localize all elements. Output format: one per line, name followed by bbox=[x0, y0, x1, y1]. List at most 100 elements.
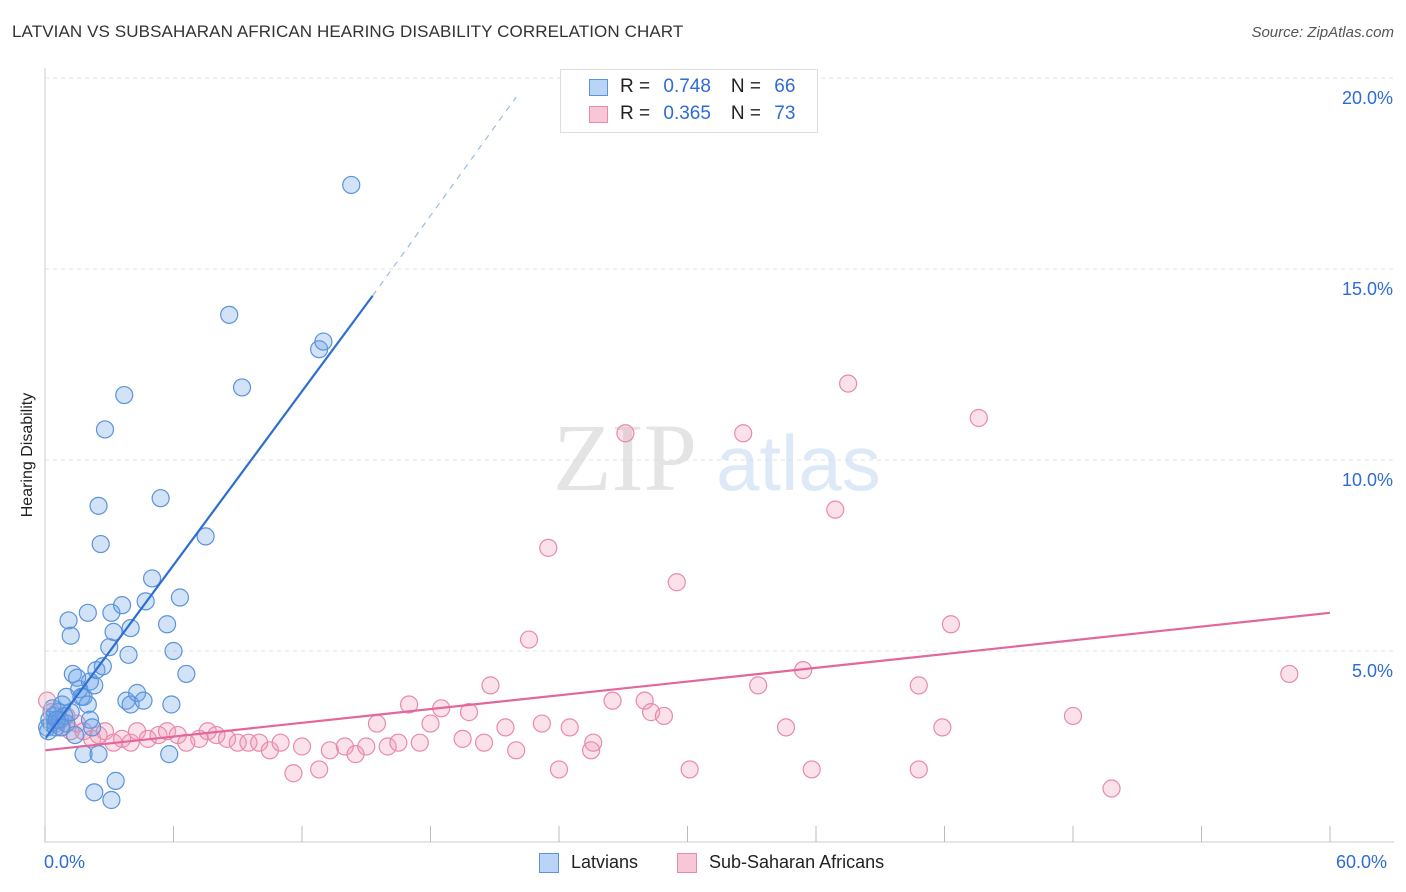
sub-saharan-point bbox=[481, 676, 500, 695]
sub-saharan-point bbox=[496, 718, 515, 737]
legend: Latvians Sub-Saharan Africans bbox=[0, 852, 1406, 876]
sub-saharan-point bbox=[389, 733, 408, 752]
latvian-point bbox=[93, 657, 112, 676]
latvian-trend-line bbox=[44, 295, 374, 740]
latvian-point bbox=[91, 534, 110, 554]
sub-saharan-point bbox=[157, 722, 177, 741]
latvian-point bbox=[43, 699, 62, 718]
sub-saharan-point bbox=[320, 741, 339, 760]
latvian-point bbox=[104, 622, 123, 642]
watermark-zip: ZIP bbox=[553, 404, 697, 511]
legend-swatch-pink bbox=[677, 852, 697, 873]
sub-saharan-trend-line bbox=[44, 611, 1331, 752]
latvian-point bbox=[121, 618, 140, 638]
r-label: R = bbox=[620, 103, 656, 124]
sub-saharan-point bbox=[378, 737, 397, 756]
axis-layer bbox=[44, 68, 1394, 843]
latvian-point bbox=[142, 569, 162, 588]
sub-saharan-point bbox=[749, 676, 768, 695]
sub-saharan-swatch bbox=[589, 105, 608, 123]
latvian-point bbox=[164, 641, 183, 661]
sub-saharan-point bbox=[654, 706, 674, 726]
latvian-point bbox=[89, 745, 108, 764]
latvian-point bbox=[78, 695, 97, 714]
sub-saharan-point bbox=[474, 733, 494, 752]
series-sub-saharan-africans bbox=[38, 374, 1299, 798]
y-tick-label: 15.0% bbox=[1342, 279, 1393, 299]
watermark: ZIP atlas bbox=[553, 404, 881, 511]
latvian-point bbox=[134, 691, 153, 710]
grid-layer: 5.0% 10.0% 15.0% 20.0% bbox=[45, 77, 1394, 681]
latvian-point bbox=[170, 588, 190, 607]
x-tick-label-min: 0.0% bbox=[44, 852, 86, 872]
sub-saharan-point bbox=[410, 733, 429, 752]
series-latvians bbox=[38, 175, 361, 810]
sub-saharan-point bbox=[532, 714, 551, 733]
stats-row-latvians: R = 0.748 N = 66 bbox=[561, 74, 795, 100]
sub-saharan-point bbox=[292, 737, 312, 756]
latvian-point bbox=[102, 790, 121, 810]
sub-saharan-point bbox=[519, 630, 539, 649]
sub-saharan-point bbox=[1102, 779, 1121, 798]
sub-saharan-point bbox=[826, 500, 845, 519]
sub-saharan-point bbox=[839, 374, 858, 393]
legend-label: Latvians bbox=[571, 852, 639, 872]
legend-item-latvians[interactable]: Latvians bbox=[539, 852, 638, 873]
latvian-point bbox=[157, 615, 177, 634]
sub-saharan-point bbox=[1280, 664, 1299, 684]
sub-saharan-point bbox=[459, 703, 479, 722]
sub-saharan-point bbox=[584, 733, 603, 752]
sub-saharan-point bbox=[667, 573, 686, 592]
sub-saharan-point bbox=[969, 408, 988, 428]
sub-saharan-point bbox=[239, 733, 258, 752]
latvian-point bbox=[61, 626, 80, 645]
sub-saharan-point bbox=[635, 691, 654, 710]
sub-saharan-point bbox=[734, 424, 753, 443]
legend-swatch-blue bbox=[539, 852, 559, 873]
sub-saharan-point bbox=[909, 760, 928, 779]
trend-lines bbox=[44, 96, 1331, 752]
latvian-point bbox=[106, 771, 125, 790]
latvian-point bbox=[177, 664, 196, 684]
r-value: 0.748 bbox=[663, 76, 711, 97]
sub-saharan-point bbox=[271, 733, 290, 752]
r-label: R = bbox=[620, 76, 656, 97]
latvian-point bbox=[342, 175, 361, 195]
legend-item-sub-saharan-africans[interactable]: Sub-Saharan Africans bbox=[677, 852, 884, 873]
latvian-point bbox=[59, 611, 78, 630]
legend-label: Sub-Saharan Africans bbox=[709, 852, 885, 872]
latvian-point bbox=[160, 745, 179, 764]
sub-saharan-point bbox=[310, 760, 329, 779]
sub-saharan-point bbox=[1063, 706, 1083, 726]
sub-saharan-point bbox=[680, 760, 699, 779]
n-value: 73 bbox=[774, 103, 796, 124]
sub-saharan-point bbox=[616, 424, 635, 443]
latvian-point bbox=[78, 603, 97, 622]
latvian-point bbox=[65, 725, 85, 745]
latvian-point bbox=[196, 527, 215, 546]
latvian-point bbox=[83, 718, 102, 737]
latvian-point bbox=[85, 783, 104, 802]
stats-row-sub-saharan: R = 0.365 N = 73 bbox=[561, 101, 795, 127]
latvian-point bbox=[232, 378, 252, 397]
sub-saharan-point bbox=[776, 718, 796, 737]
sub-saharan-point bbox=[933, 718, 952, 737]
n-value: 66 bbox=[774, 76, 796, 97]
latvian-point bbox=[51, 718, 71, 737]
sub-saharan-point bbox=[399, 695, 419, 714]
y-tick-label: 20.0% bbox=[1342, 88, 1393, 108]
latvian-point bbox=[220, 305, 239, 324]
latvian-point bbox=[119, 645, 138, 664]
latvian-point bbox=[89, 496, 108, 515]
sub-saharan-point bbox=[941, 615, 961, 634]
sub-saharan-point bbox=[802, 760, 821, 779]
sub-saharan-point bbox=[421, 714, 440, 733]
latvian-point bbox=[151, 489, 170, 508]
sub-saharan-point bbox=[909, 676, 928, 695]
sub-saharan-point bbox=[357, 737, 376, 756]
n-label: N = bbox=[730, 76, 767, 97]
sub-saharan-point bbox=[453, 729, 472, 748]
sub-saharan-point bbox=[367, 714, 387, 733]
chart-title: LATVIAN VS SUBSAHARAN AFRICAN HEARING DI… bbox=[12, 22, 684, 41]
